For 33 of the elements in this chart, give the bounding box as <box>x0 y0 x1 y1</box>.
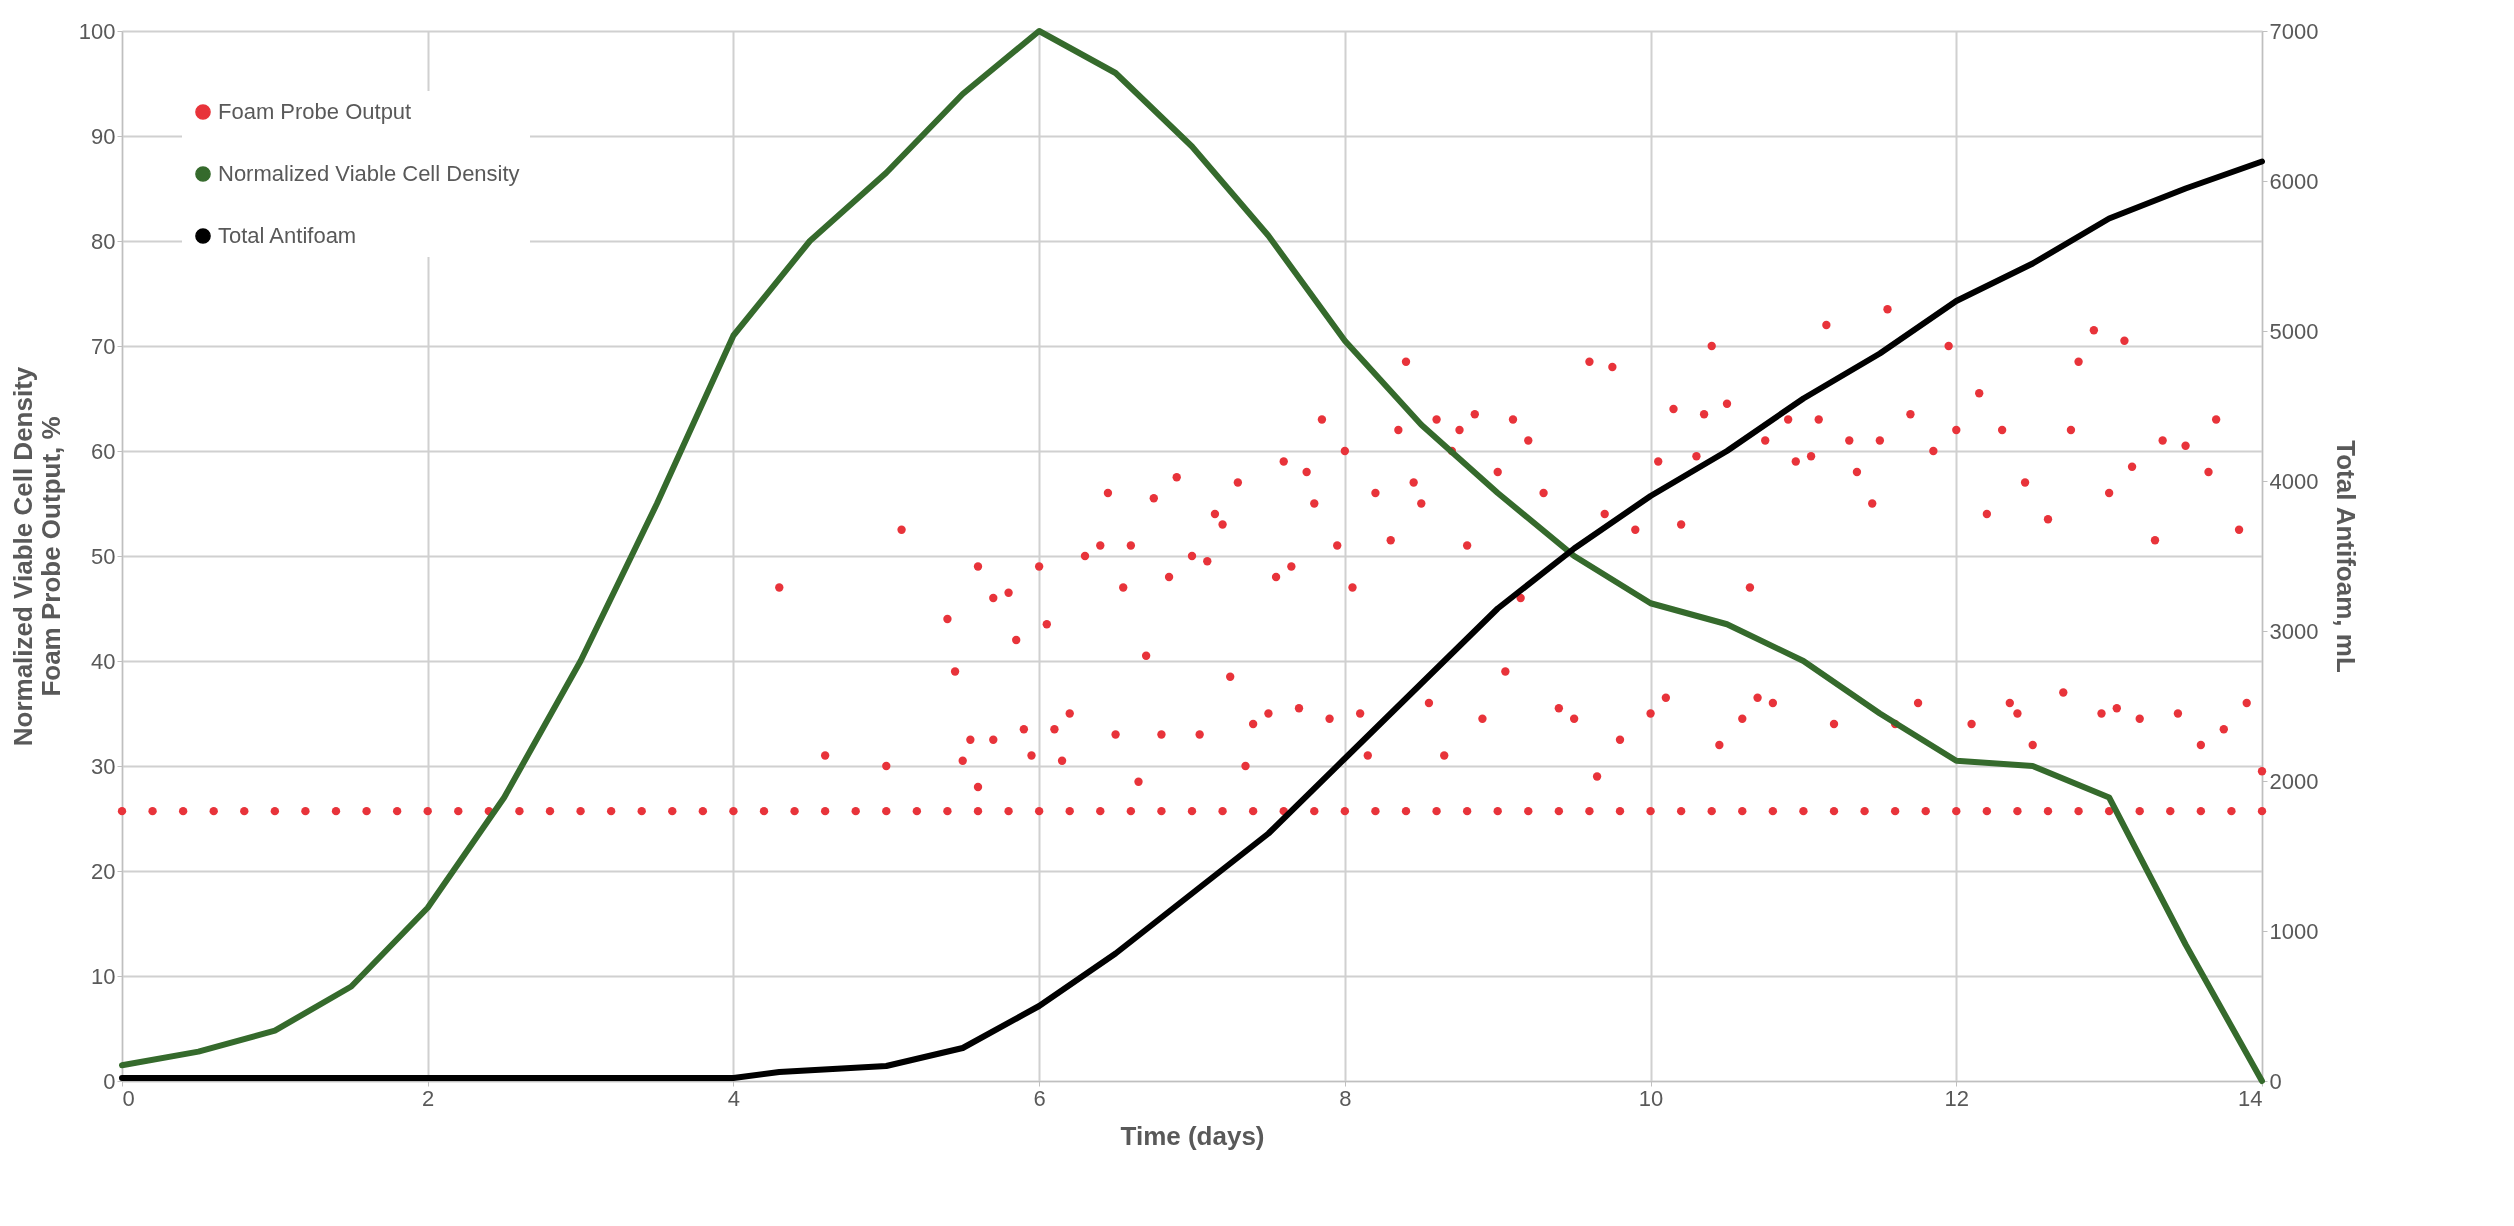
y-axis-title: Normalized Viable Cell Density Foam Probe Output, % <box>7 366 66 747</box>
y-tick-label: 60 <box>91 438 116 464</box>
y2-tick-label: 3000 <box>2269 618 2319 644</box>
y-tick-label: 90 <box>91 123 116 149</box>
y2-tick-label: 1000 <box>2269 918 2319 944</box>
y2-axis-title: Total Antifoam, mL <box>2331 440 2362 673</box>
y2-tick-label: 5000 <box>2269 318 2319 344</box>
y-tick-label: 10 <box>91 963 116 989</box>
x-tick-label: 8 <box>1339 1085 1352 1111</box>
y-tick-label: 20 <box>91 858 116 884</box>
y-tick-label: 40 <box>91 648 116 674</box>
y2-tick-label: 6000 <box>2269 168 2319 194</box>
legend-label: Total Antifoam <box>218 223 357 248</box>
y-tick-label: 80 <box>91 228 116 254</box>
legend-label: Foam Probe Output <box>218 99 412 124</box>
y2-tick-label: 2000 <box>2269 768 2319 794</box>
x-tick-label: 10 <box>1638 1085 1664 1111</box>
y2-tick-label: 7000 <box>2269 18 2319 44</box>
x-tick-label: 4 <box>727 1085 741 1111</box>
x-tick-label: 2 <box>422 1085 435 1111</box>
x-tick-label: 12 <box>1944 1085 1970 1111</box>
y-tick-label: 50 <box>91 543 116 569</box>
x-axis-title: Time (days) <box>1120 1120 1265 1151</box>
legend-label: Normalized Viable Cell Density <box>218 161 520 186</box>
y-tick-label: 0 <box>103 1068 116 1094</box>
x-tick-label: 14 <box>2238 1085 2263 1111</box>
y-tick-label: 100 <box>78 18 116 44</box>
y2-tick-label: 4000 <box>2269 468 2319 494</box>
y2-tick-label: 0 <box>2269 1068 2282 1094</box>
y-tick-label: 70 <box>91 333 116 359</box>
x-tick-label: 0 <box>122 1085 135 1111</box>
x-tick-label: 6 <box>1033 1085 1046 1111</box>
y-tick-label: 30 <box>91 753 116 779</box>
